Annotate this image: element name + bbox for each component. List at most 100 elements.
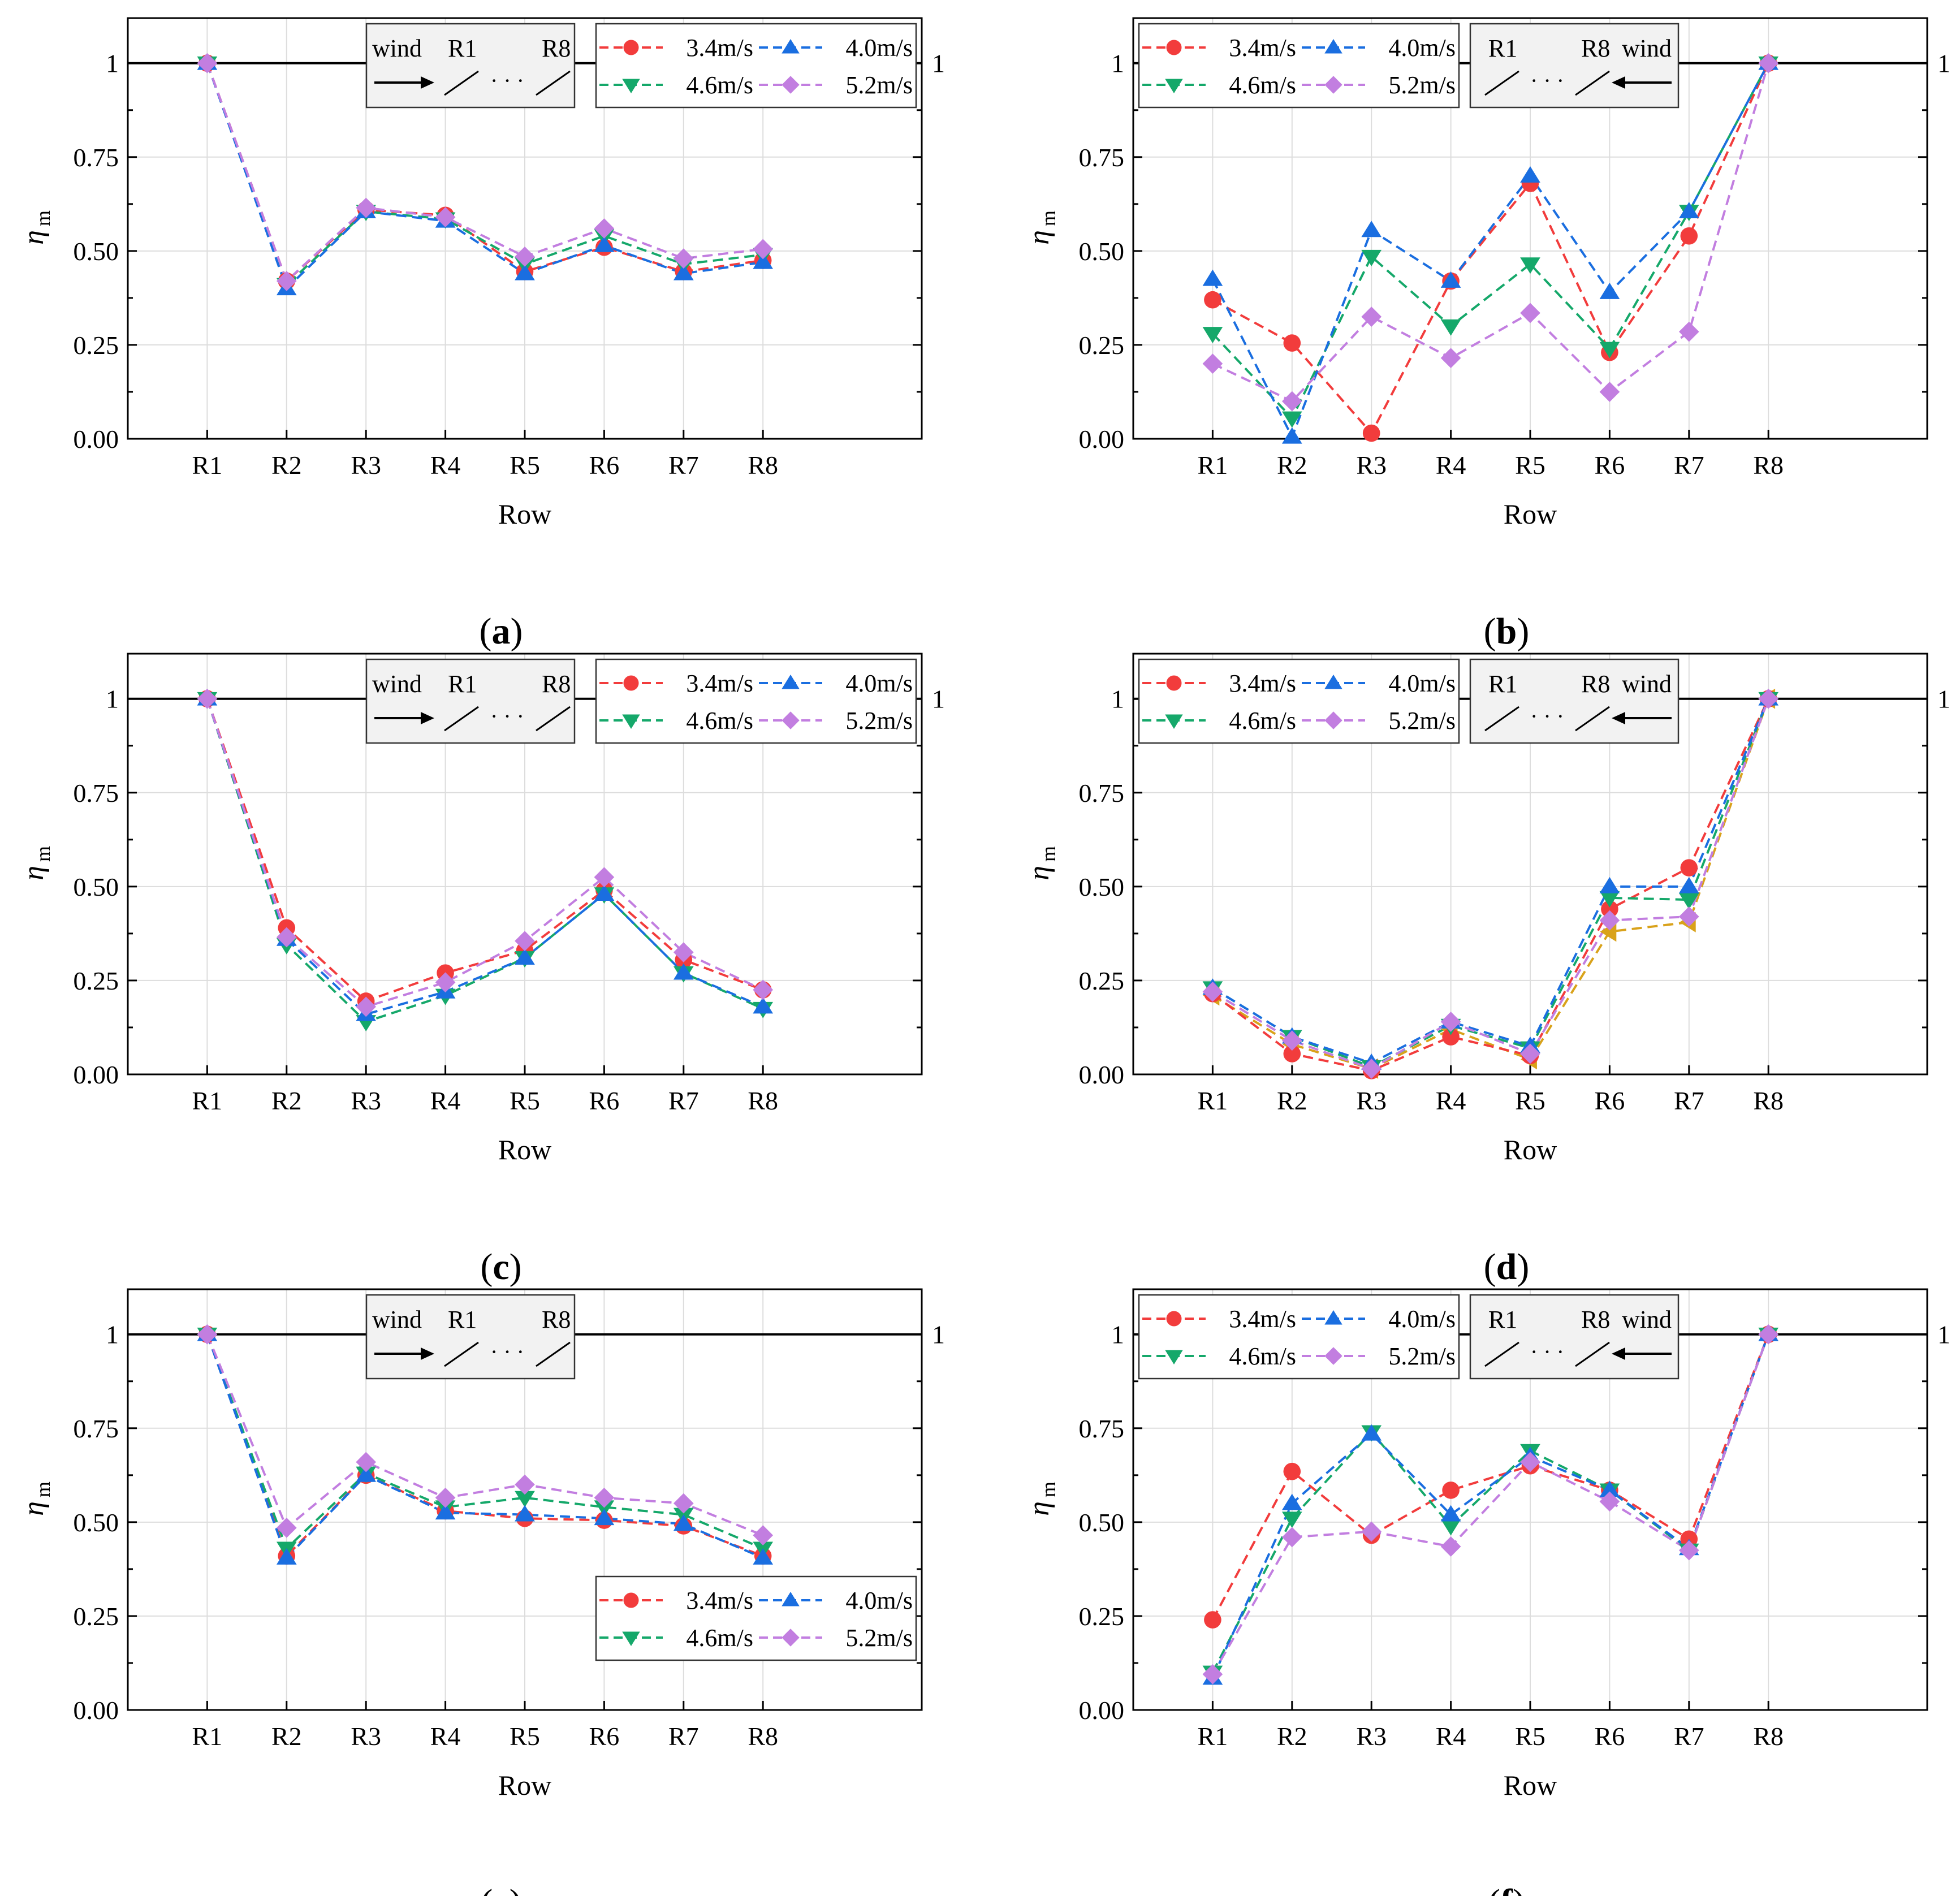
data-point-diamond-icon <box>276 271 297 291</box>
x-tick-label: R6 <box>589 1722 620 1751</box>
legend-label: 5.2m/s <box>845 707 913 735</box>
x-axis-title: Row <box>1504 1134 1557 1165</box>
y-tick-label: 0.50 <box>74 1508 119 1537</box>
wind-inset-box <box>365 658 576 744</box>
caption-letter: d <box>1496 1246 1517 1288</box>
data-point-diamond-icon <box>197 1324 218 1345</box>
x-tick-label: R8 <box>1753 1086 1784 1115</box>
x-tick-label: R8 <box>1753 1722 1784 1751</box>
legend-label: 4.0m/s <box>845 670 913 697</box>
y-tick-label: 0.75 <box>1079 143 1125 172</box>
y-tick-label: 0.00 <box>1079 425 1125 454</box>
data-point-triangle-up-icon <box>1599 282 1620 299</box>
panel-slope-icon <box>1484 70 1519 96</box>
y-tick-label: 0.75 <box>74 1414 119 1443</box>
data-point-diamond-icon <box>1678 1540 1699 1561</box>
legend-label: 4.6m/s <box>686 707 753 735</box>
y-axis-title-symbol: η <box>1023 230 1055 245</box>
y-tick-label: 1 <box>1111 49 1124 78</box>
right-axis-tick-label: 1 <box>1937 685 1950 714</box>
y-tick-label: 0.50 <box>1079 873 1125 901</box>
data-point-triangle-up-icon <box>594 235 615 252</box>
x-tick-label: R5 <box>510 1722 540 1751</box>
data-point-triangle-up-icon <box>1599 876 1620 893</box>
legend-box <box>595 23 917 109</box>
data-point-diamond-icon <box>1520 1452 1540 1472</box>
data-point-diamond-icon <box>673 942 694 962</box>
legend-circle-icon <box>1166 1311 1182 1327</box>
panel-slope-icon <box>444 70 479 96</box>
series-line <box>1212 698 1770 1070</box>
y-tick-label: 0.50 <box>74 873 119 901</box>
y-tick-label: 0.50 <box>1079 1508 1125 1537</box>
legend-triangle-down-icon <box>1165 1350 1183 1364</box>
inset-row-first-label: R1 <box>448 1306 477 1333</box>
x-tick-label: R3 <box>351 1722 381 1751</box>
legend-triangle-down-icon <box>622 1631 640 1646</box>
wind-label: wind <box>372 670 422 698</box>
panel-slope-icon <box>536 706 571 732</box>
legend-box <box>595 658 917 744</box>
y-tick-label: 1 <box>106 685 119 714</box>
wind-arrowhead-icon <box>1612 76 1625 89</box>
legend-diamond-icon <box>1324 1347 1342 1365</box>
legend-label: 5.2m/s <box>845 1624 913 1652</box>
data-point-triangle-down-icon <box>1599 342 1620 359</box>
series-line <box>206 1334 763 1551</box>
x-tick-label: R1 <box>1198 451 1228 480</box>
right-axis-tick-label: 1 <box>932 49 945 78</box>
inset-ellipsis: · · · <box>1530 68 1564 93</box>
inset-ellipsis: · · · <box>490 1339 524 1364</box>
y-tick-label: 0.25 <box>1079 966 1125 995</box>
data-point-diamond-icon <box>594 1487 615 1508</box>
chart-panel-f: 1 0.00 0.25 0.50 0.75 1 R1 R2 R3 R4 R5 R6 R7 R8 Row ηm 3… <box>1023 1288 1950 1896</box>
caption-paren-close: ) <box>510 1246 522 1288</box>
legend-triangle-down-icon <box>1165 79 1183 93</box>
y-tick-label: 0.25 <box>1079 331 1125 360</box>
data-point-diamond-icon <box>356 197 377 218</box>
x-tick-label: R2 <box>1277 1086 1307 1115</box>
y-axis-title: ηm <box>1023 210 1060 245</box>
y-axis-title: ηm <box>1023 1482 1060 1516</box>
legend-triangle-up-icon <box>1324 1310 1342 1325</box>
data-point-diamond-icon <box>1202 1664 1223 1685</box>
data-point-diamond-icon <box>1678 906 1699 927</box>
y-tick-label: 0.75 <box>74 143 119 172</box>
legend-label: 5.2m/s <box>845 71 913 99</box>
chart-panel-e: 1 0.00 0.25 0.50 0.75 1 R1 R2 R3 R4 R5 R6 R7 R8 Row ηm w… <box>18 1288 945 1896</box>
x-tick-label: R7 <box>1674 1722 1704 1751</box>
data-point-diamond-icon <box>753 239 774 260</box>
x-axis-title: Row <box>498 498 551 530</box>
y-tick-label: 1 <box>106 1320 119 1349</box>
x-axis-title: Row <box>498 1769 551 1801</box>
data-point-diamond-icon <box>594 218 615 239</box>
legend-label: 4.6m/s <box>686 71 753 99</box>
legend-box <box>1138 658 1460 744</box>
caption-paren-close: ) <box>1517 611 1529 652</box>
panel-caption: (d) <box>1484 1246 1530 1288</box>
y-axis-title-subscript: m <box>1037 1482 1060 1497</box>
inset-row-first-label: R1 <box>1488 1306 1517 1333</box>
chart-panel-c: 1 0.00 0.25 0.50 0.75 1 R1 R2 R3 R4 R5 R6 R7 R8 Row ηm w… <box>18 653 945 1288</box>
data-point-diamond-icon <box>753 1525 774 1545</box>
data-point-circle-icon <box>1601 900 1618 918</box>
legend-label: 4.6m/s <box>1229 71 1296 99</box>
data-point-diamond-icon <box>673 248 694 269</box>
y-tick-label: 0.75 <box>74 779 119 807</box>
data-point-circle-icon <box>1283 1045 1301 1063</box>
chart-panel-b: 1 0.00 0.25 0.50 0.75 1 R1 R2 R3 R4 R5 R6 R7 R8 Row ηm 3… <box>1023 17 1950 652</box>
data-point-triangle-up-icon <box>356 1465 377 1482</box>
data-point-diamond-icon <box>673 1493 694 1514</box>
series-line <box>1212 698 1770 1068</box>
x-tick-label: R4 <box>430 451 461 480</box>
data-point-triangle-up-icon <box>594 884 615 901</box>
wind-label: wind <box>1622 34 1672 62</box>
data-point-diamond-icon <box>1758 688 1779 709</box>
data-point-triangle-up-icon <box>594 1509 615 1526</box>
x-tick-label: R6 <box>1595 1086 1625 1115</box>
y-tick-label: 0.25 <box>74 1602 119 1631</box>
legend-circle-icon <box>1166 40 1182 55</box>
panel-slope-icon <box>536 1341 571 1367</box>
series-line <box>1211 1334 1770 1673</box>
legend-circle-icon <box>623 40 639 55</box>
